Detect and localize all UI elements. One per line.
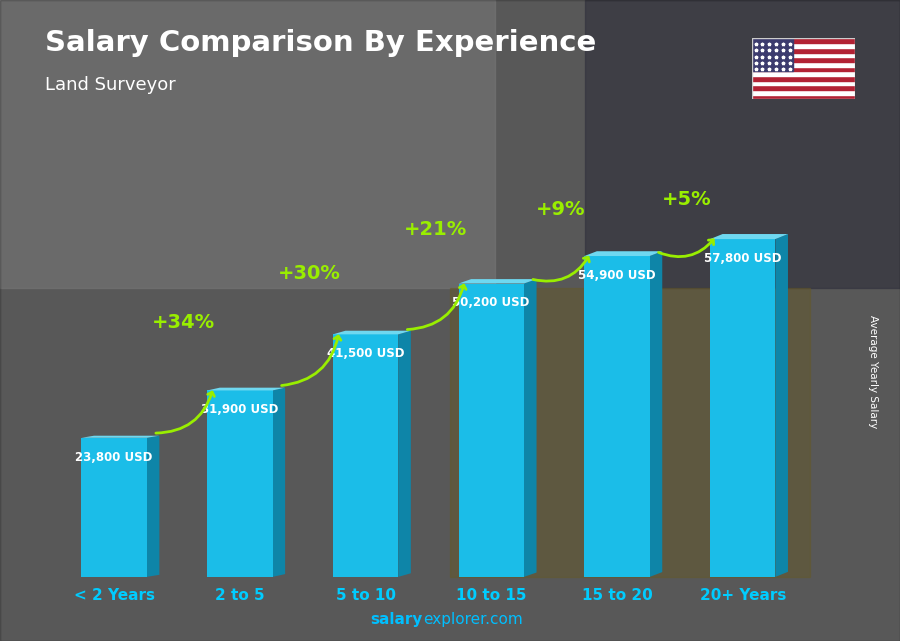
Polygon shape bbox=[459, 279, 536, 283]
Bar bbox=[752, 76, 855, 81]
Text: 31,900 USD: 31,900 USD bbox=[201, 403, 278, 416]
Text: 23,800 USD: 23,800 USD bbox=[76, 451, 152, 463]
Text: +5%: +5% bbox=[662, 190, 712, 209]
Bar bbox=[585, 0, 900, 288]
Polygon shape bbox=[584, 251, 662, 256]
Polygon shape bbox=[333, 331, 410, 335]
Text: Salary Comparison By Experience: Salary Comparison By Experience bbox=[45, 29, 596, 57]
Bar bbox=[752, 38, 855, 43]
Bar bbox=[752, 85, 855, 90]
Polygon shape bbox=[459, 283, 524, 577]
Text: explorer.com: explorer.com bbox=[423, 612, 523, 627]
Bar bbox=[752, 38, 793, 71]
Polygon shape bbox=[399, 331, 410, 577]
Bar bbox=[0, 0, 495, 288]
Polygon shape bbox=[584, 256, 650, 577]
Bar bbox=[752, 53, 855, 57]
Text: Land Surveyor: Land Surveyor bbox=[45, 76, 176, 94]
Text: 50,200 USD: 50,200 USD bbox=[453, 296, 530, 310]
Bar bbox=[752, 95, 855, 99]
Polygon shape bbox=[207, 388, 285, 390]
Polygon shape bbox=[82, 436, 159, 438]
Polygon shape bbox=[776, 234, 788, 577]
Text: salary: salary bbox=[371, 612, 423, 627]
Polygon shape bbox=[273, 388, 285, 577]
Polygon shape bbox=[710, 234, 788, 239]
Text: 41,500 USD: 41,500 USD bbox=[327, 347, 404, 360]
Bar bbox=[752, 67, 855, 71]
Bar bbox=[752, 57, 855, 62]
Polygon shape bbox=[82, 438, 147, 577]
Text: 57,800 USD: 57,800 USD bbox=[704, 252, 781, 265]
Bar bbox=[752, 81, 855, 85]
Text: +30%: +30% bbox=[278, 264, 341, 283]
Polygon shape bbox=[524, 279, 536, 577]
Text: Average Yearly Salary: Average Yearly Salary bbox=[868, 315, 878, 428]
Polygon shape bbox=[333, 335, 399, 577]
Polygon shape bbox=[650, 251, 662, 577]
Text: 54,900 USD: 54,900 USD bbox=[578, 269, 656, 282]
Polygon shape bbox=[710, 239, 776, 577]
Bar bbox=[752, 48, 855, 53]
Polygon shape bbox=[147, 436, 159, 577]
Polygon shape bbox=[207, 390, 273, 577]
Bar bbox=[752, 43, 855, 48]
Bar bbox=[450, 288, 810, 577]
Bar bbox=[752, 71, 855, 76]
Bar bbox=[752, 62, 855, 67]
Text: +34%: +34% bbox=[152, 313, 215, 332]
Text: +9%: +9% bbox=[536, 199, 586, 219]
Bar bbox=[752, 90, 855, 95]
Text: +21%: +21% bbox=[404, 220, 467, 239]
